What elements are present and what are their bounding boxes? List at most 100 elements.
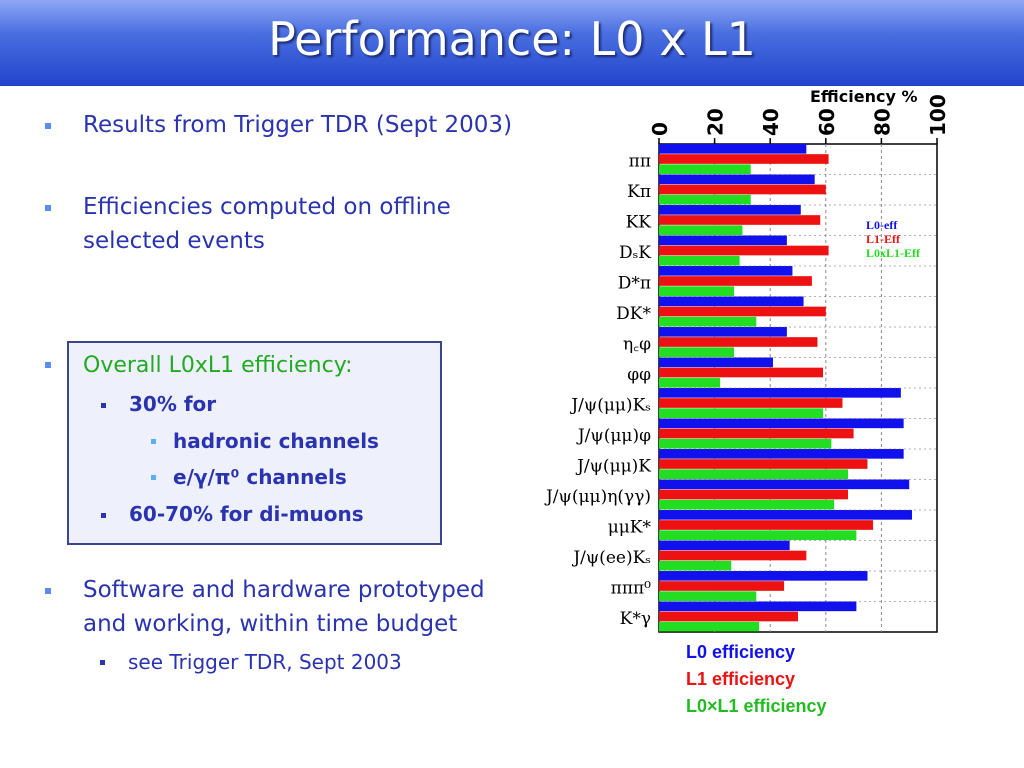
bar-l0xl1-eff [659, 591, 757, 601]
bar-l0xl1-eff [659, 621, 760, 632]
category-label: J/ψ(ee)Kₛ [571, 548, 651, 568]
bar-l1-eff [659, 245, 829, 256]
bullet-marker [45, 205, 51, 211]
bar-l1-eff [659, 459, 868, 469]
bar-l0-eff [659, 327, 787, 337]
category-label: η꜀φ [623, 334, 651, 354]
bar-l1-eff [659, 367, 824, 378]
bar-l1-eff [659, 428, 854, 439]
category-label: Kπ [627, 182, 651, 202]
bullet-4-line1: Software and hardware prototyped [83, 577, 485, 603]
bar-l0xl1-eff [659, 255, 740, 266]
bar-l0xl1-eff [659, 408, 824, 418]
bar-l0xl1-eff [659, 530, 857, 540]
bar-l1-eff [659, 398, 843, 408]
bar-l1-eff [659, 581, 785, 591]
category-label: DK* [616, 304, 651, 324]
bullet-4-line2: and working, within time budget [83, 611, 458, 637]
bullet-marker [45, 123, 51, 129]
bullet-3-text: Overall L0xL1 efficiency: [83, 353, 353, 378]
bar-l0xl1-eff [659, 164, 751, 174]
bar-l0-eff [659, 479, 910, 490]
category-label: J/ψ(μμ)Kₛ [569, 395, 651, 415]
x-tick-label: 100 [926, 94, 950, 136]
category-label: ππ [629, 151, 651, 171]
bar-l0-eff [659, 418, 904, 429]
efficiency-bar-chart: 0 20 40 60 80 100 Efficiency % ππ Kπ KK DₛK D*π DK* η… [544, 87, 950, 633]
legend-l0xl1-efficiency: L0×L1 efficiency [686, 696, 827, 716]
sub-bullet-marker [100, 660, 105, 665]
category-label: μμK* [608, 517, 652, 537]
sub-sub-bullet-1: hadronic channels [173, 429, 379, 453]
bar-l0-eff [659, 388, 901, 398]
sub-bullet-1: 30% for [129, 392, 217, 416]
category-label: J/ψ(μμ)K [575, 456, 651, 476]
category-label: DₛK [619, 243, 651, 263]
bar-l1-eff [659, 489, 849, 500]
bar-l0-eff [659, 266, 793, 276]
bar-l0xl1-eff [659, 194, 751, 205]
bar-l0xl1-eff [659, 377, 721, 388]
bar-l1-eff [659, 154, 829, 164]
bar-l0xl1-eff [659, 469, 849, 479]
sub-sub-bullet-marker [151, 475, 156, 480]
bar-l1-eff [659, 550, 807, 561]
x-tick-label: 40 [759, 108, 783, 136]
x-tick-label: 80 [870, 108, 894, 136]
category-label: D*π [618, 273, 651, 293]
bullet-2-line1: Efficiencies computed on offline [83, 194, 451, 220]
bar-l0-eff [659, 174, 815, 185]
bar-l0-eff [659, 510, 912, 520]
x-tick-label: 60 [815, 108, 839, 136]
bar-l0xl1-eff [659, 438, 832, 449]
category-label: J/ψ(μμ)η(γγ) [544, 487, 651, 507]
highlight-box: Overall L0xL1 efficiency: 30% for hadron… [67, 341, 442, 545]
bar-l0-eff [659, 205, 801, 215]
bar-l1-eff [659, 520, 874, 530]
chart-title: Efficiency % [810, 87, 918, 106]
bar-l0xl1-eff [659, 347, 735, 357]
sub-bullet-marker [101, 403, 106, 408]
legend-l0-efficiency: L0 efficiency [686, 642, 796, 662]
x-tick-label: 20 [704, 108, 728, 136]
category-label: KK [626, 212, 652, 232]
bar-l1-eff [659, 184, 826, 195]
bar-l1-eff [659, 611, 798, 622]
bar-l1-eff [659, 306, 826, 317]
bar-l0-eff [659, 571, 868, 581]
bar-l1-eff [659, 276, 812, 286]
bar-l0xl1-eff [659, 225, 743, 235]
bar-l0-eff [659, 296, 804, 307]
category-label: φφ [627, 365, 651, 385]
category-label: K*γ [620, 609, 651, 629]
category-label: πππ⁰ [611, 578, 652, 598]
bar-l0-eff [659, 144, 807, 154]
bullet-2-line2: selected events [83, 228, 265, 254]
chart-legend-entry: L0-eff [866, 218, 898, 232]
bar-l1-eff [659, 215, 821, 225]
slide-title: Performance: L0 x L1 [268, 12, 756, 66]
bar-l0-eff [659, 449, 904, 459]
bar-l0xl1-eff [659, 499, 835, 510]
bullet-marker [45, 588, 51, 594]
bar-l0-eff [659, 357, 773, 368]
bullet-4-sub: see Trigger TDR, Sept 2003 [128, 650, 402, 674]
sub-bullet-marker [101, 513, 106, 518]
title-bar: Performance: L0 x L1 [0, 0, 1024, 86]
bar-l0xl1-eff [659, 316, 757, 327]
bar-l0-eff [659, 235, 787, 246]
sub-sub-bullet-2: e/γ/π⁰ channels [173, 465, 347, 489]
category-label: J/ψ(μμ)φ [576, 426, 651, 446]
chart-legend-entry: L0xL1-Eff [866, 246, 921, 260]
chart-legend-entry: L1-Eff [866, 232, 901, 246]
legend-l1-efficiency: L1 efficiency [686, 669, 796, 689]
bar-l0-eff [659, 540, 790, 551]
x-tick-label: 0 [648, 122, 672, 136]
bullet-marker [45, 362, 51, 368]
bar-l1-eff [659, 337, 818, 347]
bar-l0-eff [659, 601, 857, 612]
sub-sub-bullet-marker [151, 439, 156, 444]
bar-l0xl1-eff [659, 560, 732, 571]
bullet-1-text: Results from Trigger TDR (Sept 2003) [83, 112, 513, 138]
sub-bullet-2: 60-70% for di-muons [129, 502, 364, 526]
